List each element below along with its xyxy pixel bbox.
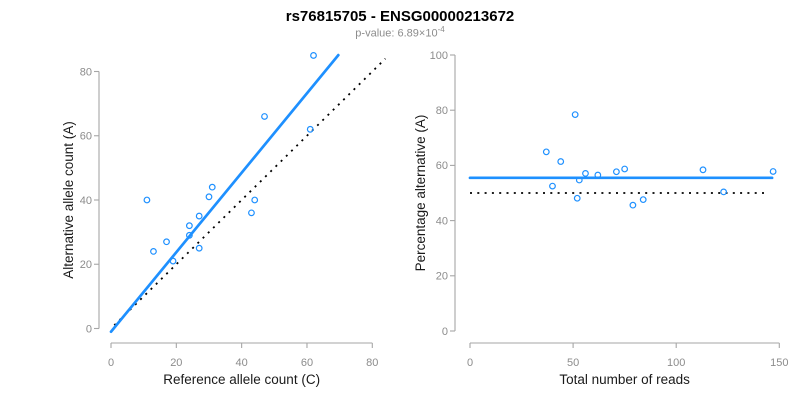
x-axis-title: Reference allele count (C) — [163, 372, 320, 387]
fit-line — [109, 53, 340, 334]
x-tick-label: 60 — [301, 357, 313, 369]
x-tick-label: 80 — [366, 357, 378, 369]
data-point — [639, 196, 647, 204]
data-point — [549, 182, 556, 190]
y-tick-label: 40 — [436, 215, 448, 227]
x-tick-label: 100 — [667, 357, 685, 369]
data-point — [143, 196, 151, 204]
data-point — [542, 148, 550, 156]
reference-dashed-line — [113, 58, 386, 326]
y-tick-label: 20 — [436, 271, 448, 283]
y-tick-label: 60 — [80, 131, 92, 143]
data-point — [699, 166, 707, 174]
data-point — [163, 238, 170, 246]
data-point — [169, 257, 177, 265]
y-axis-title: Alternative allele count (A) — [61, 121, 76, 279]
data-point — [248, 209, 255, 217]
y-tick-label: 0 — [442, 326, 448, 338]
data-point — [261, 113, 268, 120]
y-tick-label: 80 — [80, 66, 92, 78]
data-point — [195, 212, 203, 220]
data-point — [582, 170, 589, 177]
y-tick-label: 40 — [80, 195, 92, 207]
x-tick-label: 50 — [567, 357, 579, 369]
data-point — [769, 168, 777, 175]
data-point — [205, 193, 213, 201]
data-point — [629, 201, 637, 209]
data-point — [621, 165, 629, 173]
p-value-exponent: -4 — [437, 25, 445, 34]
figure-title: rs76815705 - ENSG00000213672 — [285, 8, 515, 25]
panel-allele-counts: 0 20 40 60 80 0 20 40 60 80 Reference allele count… — [61, 52, 386, 387]
data-point — [195, 244, 203, 252]
y-tick-label: 0 — [86, 323, 92, 335]
y-tick-label: 20 — [80, 259, 92, 271]
data-point — [613, 168, 620, 176]
figure-subtitle: p-value: 6.89×10-4 — [0, 25, 800, 40]
x-tick-label: 0 — [108, 357, 114, 369]
data-point — [720, 188, 728, 196]
x-tick-label: 20 — [170, 357, 182, 369]
data-point — [575, 176, 583, 184]
y-tick-label: 100 — [430, 50, 448, 62]
y-axis-title: Percentage alternative (A) — [413, 115, 428, 272]
data-point — [150, 247, 157, 255]
x-axis-title: Total number of reads — [559, 372, 690, 387]
y-tick-label: 60 — [436, 160, 448, 172]
data-point — [208, 183, 216, 191]
data-point — [594, 171, 602, 179]
data-point — [185, 231, 193, 239]
data-point — [573, 194, 581, 202]
y-tick-label: 80 — [436, 105, 448, 117]
data-point — [251, 196, 259, 204]
data-point — [306, 125, 314, 133]
data-point — [557, 158, 565, 165]
data-point — [310, 52, 317, 59]
x-tick-label: 150 — [770, 357, 788, 369]
x-tick-label: 40 — [236, 357, 248, 369]
p-value-text: p-value: 6.89×10 — [355, 27, 438, 40]
data-point — [571, 111, 579, 119]
panel-percentage-vs-reads: 0 20 40 60 80 100 0 50 100 150 Total number of rea… — [413, 50, 788, 387]
data-point — [185, 222, 193, 230]
x-tick-label: 0 — [467, 357, 473, 369]
